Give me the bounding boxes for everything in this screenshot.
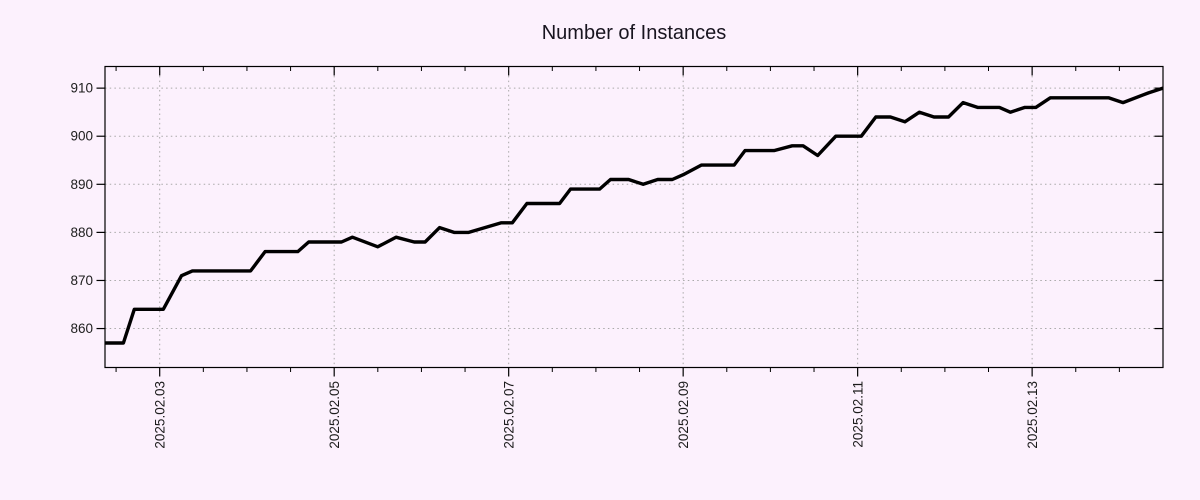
x-tick-label: 2025.02.09 [676, 381, 691, 449]
axis-labels: 860 870 880 890 900 910 2025.02.03 2025.02.05 20… [70, 81, 1040, 449]
y-tick-label: 860 [70, 321, 93, 336]
plot-border [104, 65, 1164, 369]
x-tick-label: 2025.02.07 [502, 381, 517, 449]
y-tick-label: 870 [70, 273, 93, 288]
gridlines [105, 66, 1163, 368]
chart-title: Number of Instances [542, 22, 727, 44]
y-tick-label: 890 [70, 177, 93, 192]
y-tick-label: 880 [70, 225, 93, 240]
y-tick-label: 910 [70, 81, 93, 96]
x-tick-label: 2025.02.11 [851, 381, 866, 448]
y-tick-label: 900 [70, 129, 93, 144]
instances-line-series [105, 86, 1164, 345]
x-tick-label: 2025.02.03 [153, 381, 168, 449]
x-tick-label: 2025.02.05 [327, 381, 342, 449]
x-tick-label: 2025.02.13 [1025, 381, 1040, 449]
